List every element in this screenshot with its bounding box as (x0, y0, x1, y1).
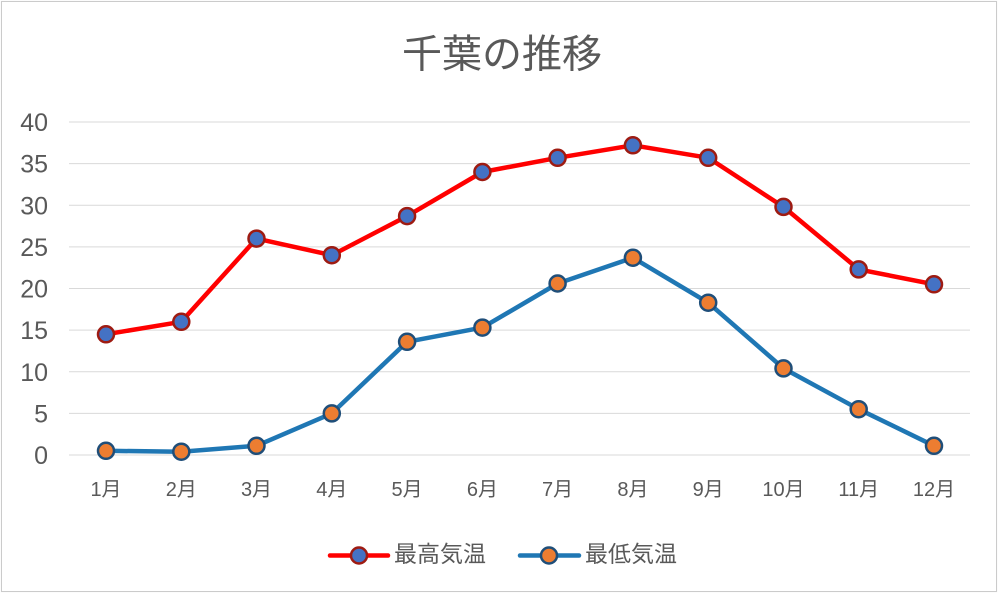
svg-text:最高気温: 最高気温 (394, 541, 486, 567)
svg-text:最低気温: 最低気温 (585, 541, 677, 567)
